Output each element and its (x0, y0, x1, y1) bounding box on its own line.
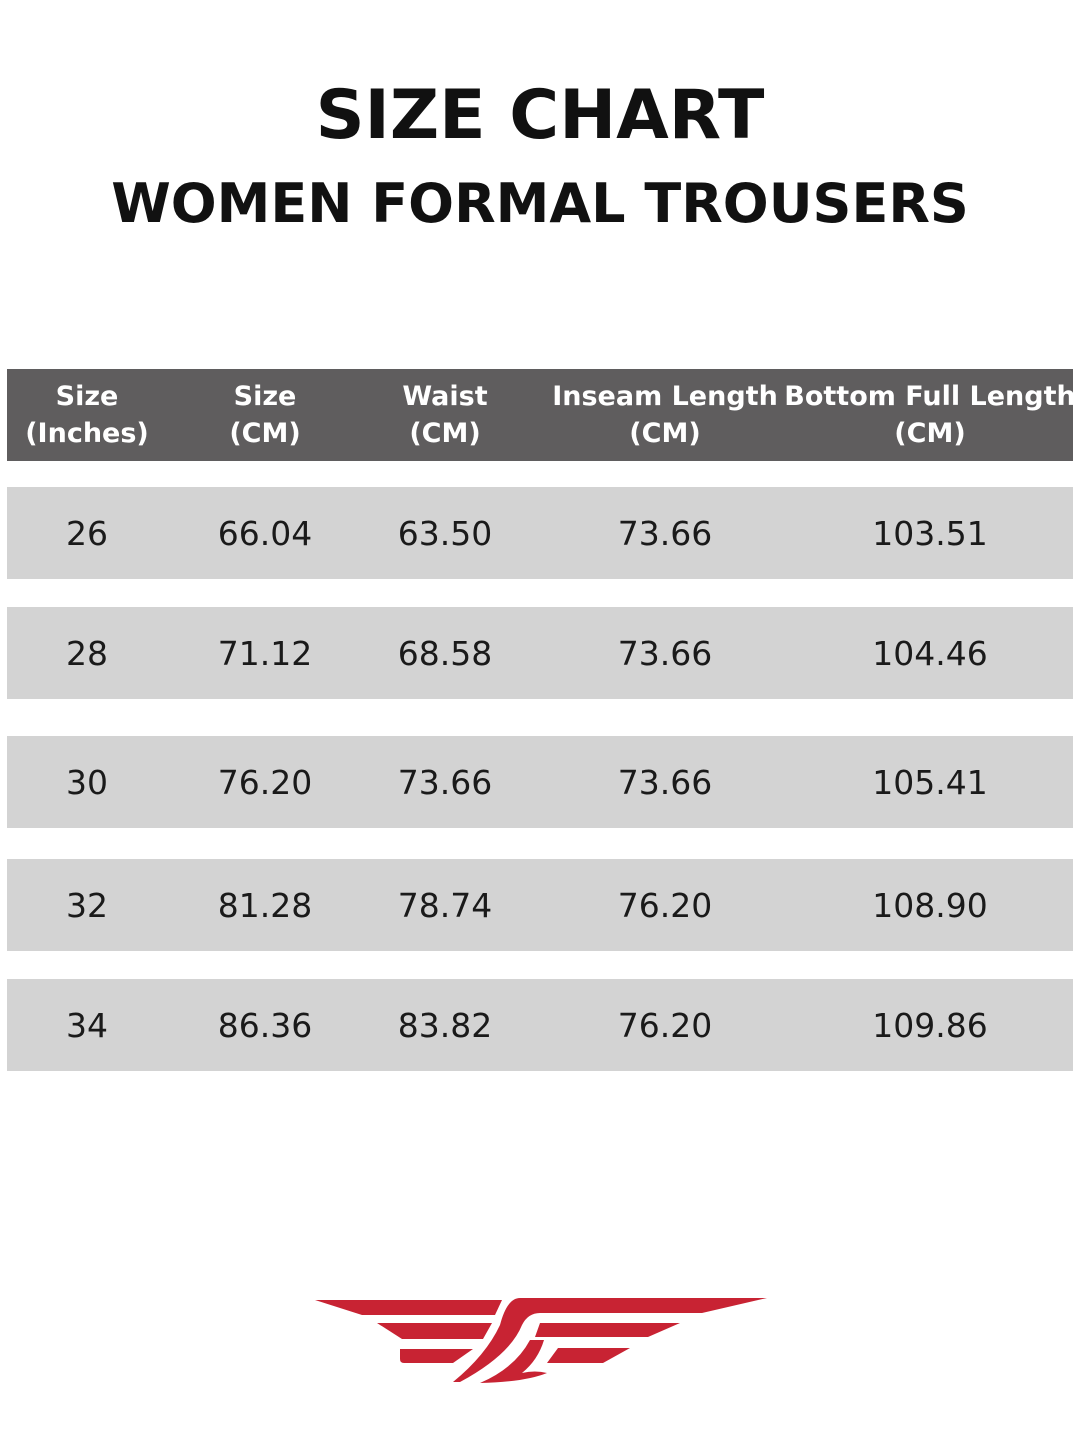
table-cell: 78.74 (397, 885, 493, 925)
table-cell: 34 (66, 1005, 108, 1045)
table-cell: 73.66 (617, 513, 713, 553)
table-cell: 76.20 (217, 762, 313, 802)
column-header-line1: Size (55, 381, 119, 412)
table-row: 32 81.28 78.74 76.20 108.90 (7, 859, 1073, 951)
column-header-line1: Inseam Length (552, 381, 778, 412)
table-cell: 103.51 (872, 513, 988, 553)
column-header: Inseam Length (CM) (552, 369, 778, 461)
column-header: Waist (CM) (402, 369, 487, 461)
table-cell: 30 (66, 762, 108, 802)
table-header: Size (Inches) Size (CM) Waist (CM) Inseam Leng… (7, 369, 1076, 461)
winged-logo-icon (315, 1298, 767, 1383)
page-title: SIZE CHART (315, 76, 765, 155)
column-header-line2: (CM) (229, 418, 301, 449)
table-cell: 83.82 (397, 1005, 493, 1045)
column-header: Size (CM) (229, 369, 300, 461)
table-cell: 73.66 (617, 633, 713, 673)
column-header-line2: (CM) (409, 418, 481, 449)
table-cell: 86.36 (217, 1005, 313, 1045)
table-cell: 63.50 (397, 513, 493, 553)
table-cell: 71.12 (217, 633, 313, 673)
column-header-line1: Bottom Full Length (784, 381, 1076, 412)
column-header-line1: Waist (402, 381, 488, 412)
table-cell: 105.41 (872, 762, 988, 802)
table-cell: 28 (66, 633, 108, 673)
table-cell: 76.20 (617, 1005, 713, 1045)
table-cell: 68.58 (397, 633, 493, 673)
table-cell: 73.66 (397, 762, 493, 802)
table-cell: 73.66 (617, 762, 713, 802)
table-row: 34 86.36 83.82 76.20 109.86 (7, 979, 1073, 1071)
table-cell: 108.90 (872, 885, 988, 925)
table-cell: 104.46 (872, 633, 988, 673)
table-cell: 109.86 (872, 1005, 988, 1045)
table-cell: 26 (66, 513, 108, 553)
table-row: 30 76.20 73.66 73.66 105.41 (7, 736, 1073, 828)
table-row: 28 71.12 68.58 73.66 104.46 (7, 607, 1073, 699)
table-cell: 66.04 (217, 513, 313, 553)
column-header: Size (Inches) (25, 369, 149, 461)
column-header: Bottom Full Length (CM) (784, 369, 1075, 461)
column-header-line2: (CM) (629, 418, 701, 449)
table-cell: 81.28 (217, 885, 313, 925)
page-subtitle: WOMEN FORMAL TROUSERS (111, 172, 969, 235)
table-row: 26 66.04 63.50 73.66 103.51 (7, 487, 1073, 579)
table-cell: 32 (66, 885, 108, 925)
column-header-line1: Size (233, 381, 297, 412)
column-header-line2: (Inches) (25, 418, 149, 449)
table-cell: 76.20 (617, 885, 713, 925)
column-header-line2: (CM) (894, 418, 966, 449)
